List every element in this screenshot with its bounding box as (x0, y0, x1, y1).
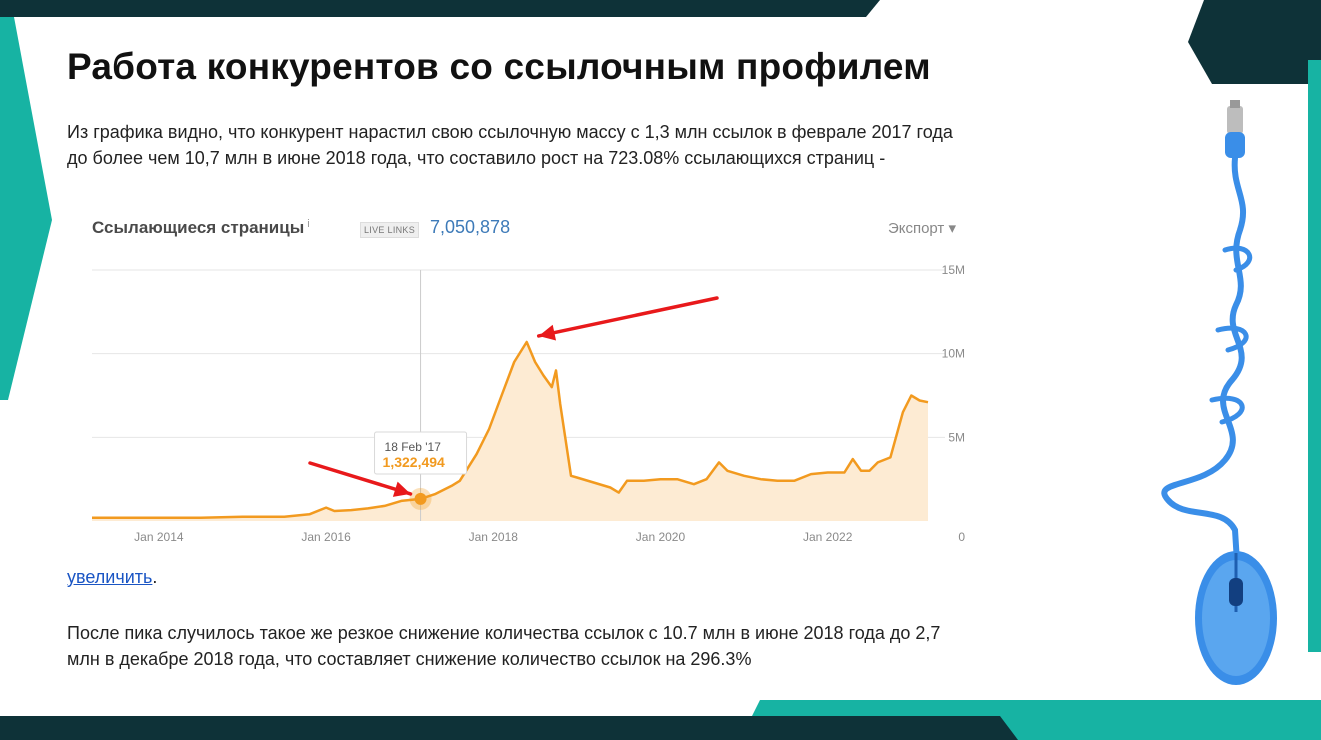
zoom-line: увеличить. (67, 567, 157, 588)
slide-title: Работа конкурентов со ссылочным профилем (67, 46, 931, 87)
export-button[interactable]: Экспорт ▾ (887, 220, 956, 237)
chart-title-text: Ссылающиеся страницы (92, 218, 305, 237)
links-mouse-logo (1161, 100, 1277, 685)
bottom-dark-band (0, 716, 1018, 740)
info-icon[interactable]: i (307, 218, 310, 230)
live-links-badge: LIVE LINKS (360, 222, 420, 238)
top-right-dark-shape (1188, 0, 1321, 84)
tooltip-value: 1,322,494 (382, 454, 445, 470)
conclusion-paragraph: После пика случилось такое же резкое сни… (67, 623, 941, 669)
live-links-count: 7,050,878 (430, 217, 511, 237)
right-teal-strip (1308, 60, 1321, 652)
intro-paragraph: Из графика видно, что конкурент нарастил… (67, 122, 953, 168)
chart-header: Ссылающиеся страницы i LIVE LINKS 7,050,8… (92, 216, 962, 242)
top-dark-band (0, 0, 880, 17)
tooltip-date: 18 Feb '17 (384, 440, 441, 454)
left-teal-shape (0, 17, 52, 400)
zoom-link[interactable]: увеличить (67, 567, 153, 587)
chart-title: Ссылающиеся страницы i (92, 218, 310, 238)
zoom-suffix: . (152, 567, 158, 587)
